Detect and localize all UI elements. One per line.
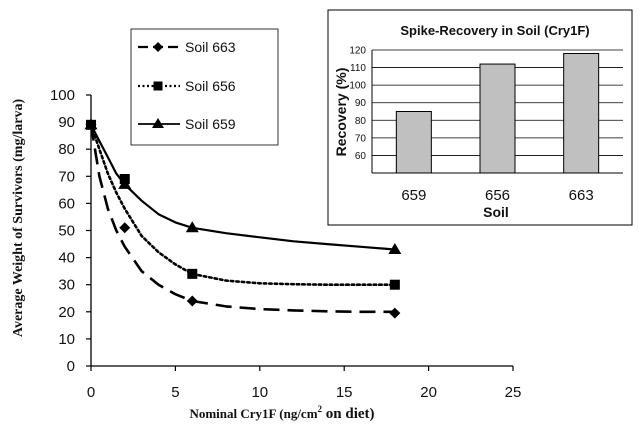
main-x-tick-label: 10 — [251, 384, 268, 401]
inset-y-tick-label: 70 — [355, 133, 367, 144]
main-x-tick-label: 15 — [336, 384, 353, 401]
data-point-soil-663 — [186, 295, 198, 307]
inset-chart: Spike-Recovery in Soil (Cry1F) 60 70 80 90 1… — [327, 9, 633, 226]
main-y-tick-label: 0 — [67, 358, 75, 375]
legend-label-soil-656: Soil 656 — [185, 78, 236, 94]
main-x-tick-label: 5 — [171, 384, 179, 401]
data-point-soil-656 — [389, 279, 400, 290]
main-x-axis-label-prefix: Nominal Cry1F (ng/cm — [189, 406, 317, 421]
inset-x-tick-label: 659 — [401, 187, 426, 204]
inset-bar-663 — [563, 53, 600, 173]
main-y-tick-label: 40 — [58, 250, 75, 267]
main-y-tick-label: 10 — [58, 331, 75, 348]
legend-marker-soil-656 — [153, 81, 163, 91]
main-y-tick-label: 90 — [58, 114, 75, 131]
inset-y-axis-label: Recovery (%) — [333, 68, 349, 157]
main-x-tick-label: 0 — [87, 384, 95, 401]
data-point-soil-659 — [185, 221, 199, 233]
legend-items: Soil 663 Soil 656 Soil 659 — [138, 39, 236, 132]
legend-label-soil-659: Soil 659 — [185, 116, 236, 132]
main-y-tick-label: 70 — [58, 168, 75, 185]
data-point-soil-656 — [187, 268, 198, 279]
data-point-soil-663 — [119, 222, 131, 234]
main-series — [84, 118, 402, 319]
inset-x-tick-label: 656 — [485, 187, 510, 204]
series-line-soil-656 — [89, 123, 397, 287]
main-y-tick-label: 100 — [50, 87, 75, 104]
main-y-tick-label: 80 — [58, 141, 75, 158]
legend: Soil 663 Soil 656 Soil 659 — [130, 28, 279, 146]
main-x-tick-label: 25 — [505, 384, 522, 401]
series-soil-659 — [84, 118, 402, 254]
inset-bar-659 — [395, 111, 432, 173]
data-point-soil-659 — [388, 242, 402, 254]
inset-y-tick-label: 90 — [355, 98, 367, 109]
inset-x-tick-label: 663 — [569, 187, 594, 204]
main-x-axis-label: Nominal Cry1F (ng/cm2 on diet) — [189, 404, 374, 422]
main-x-tick-label: 20 — [420, 384, 437, 401]
inset-y-tick-label: 80 — [355, 116, 367, 127]
data-point-soil-663 — [389, 307, 401, 319]
main-y-tick-label: 60 — [58, 195, 75, 212]
inset-bars — [395, 53, 600, 173]
series-line-soil-663 — [89, 124, 395, 314]
main-y-ticks: 0 10 20 30 40 50 60 70 80 90 100 — [50, 87, 91, 375]
data-point-soil-659 — [84, 118, 98, 130]
legend-marker-soil-663 — [153, 42, 163, 52]
inset-title: Spike-Recovery in Soil (Cry1F) — [400, 23, 589, 38]
main-x-ticks: 0 5 10 15 20 25 — [87, 366, 522, 401]
series-line-soil-659 — [90, 124, 395, 251]
main-chart: 0 10 20 30 40 50 60 70 80 90 100 0 5 10 15 20 25 Averag… — [11, 87, 521, 422]
legend-label-soil-663: Soil 663 — [185, 39, 236, 55]
data-point-soil-659 — [118, 177, 132, 189]
inset-bar-656 — [479, 63, 516, 173]
main-y-axis-label: Average Weight of Survivors (mg/larva) — [11, 99, 26, 338]
main-y-tick-label: 20 — [58, 304, 75, 321]
inset-y-tick-label: 110 — [350, 63, 366, 74]
main-x-axis-label-suffix: on diet) — [322, 406, 375, 422]
inset-y-tick-label: 120 — [349, 46, 366, 57]
inset-y-tick-label: 60 — [355, 151, 367, 162]
inset-y-tick-label: 100 — [349, 81, 366, 92]
inset-x-ticks: 659 656 663 — [401, 187, 593, 204]
main-y-tick-label: 30 — [58, 277, 75, 294]
main-x-axis-label-superscript: 2 — [318, 404, 323, 414]
main-y-tick-label: 50 — [58, 223, 75, 240]
legend-marker-soil-659 — [152, 118, 164, 128]
inset-x-axis-label: Soil — [483, 204, 509, 220]
